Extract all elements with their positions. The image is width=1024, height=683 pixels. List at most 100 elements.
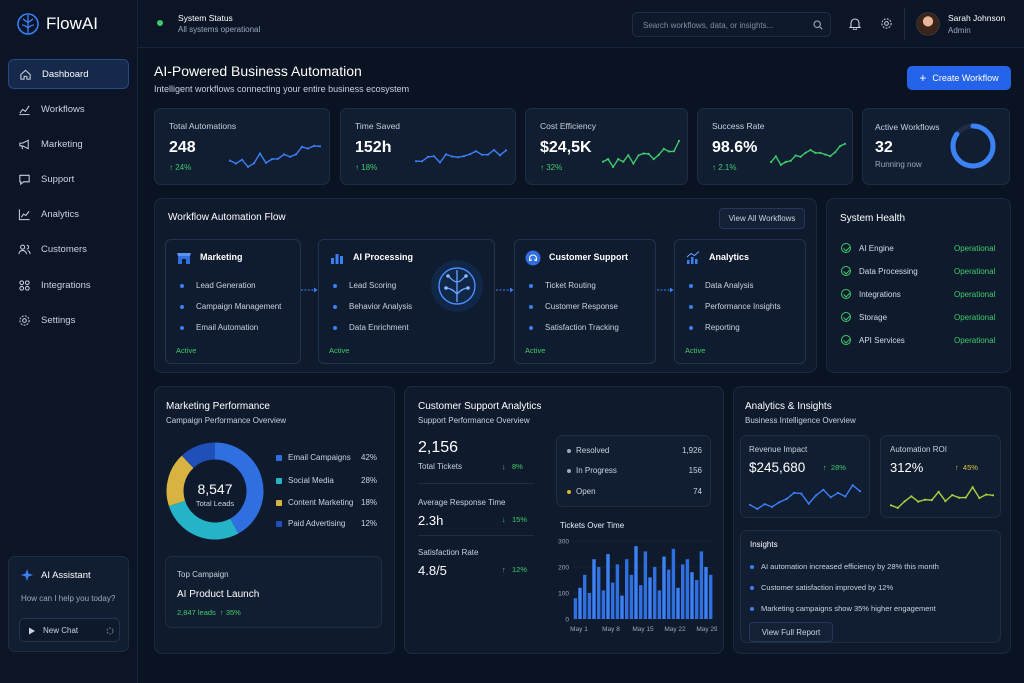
- sparkline-point: [824, 153, 827, 156]
- home-icon: [20, 69, 31, 80]
- flow-stage-analytics[interactable]: Analytics Data Analysis Performance Insi…: [674, 239, 806, 364]
- search-icon[interactable]: [813, 20, 823, 30]
- flow-stage-ai-processing[interactable]: AI Processing Lead Scoring Behavior Anal…: [318, 239, 495, 364]
- stage-item: Behavior Analysis: [333, 302, 412, 311]
- panel-subtitle: Business Intelligence Overview: [745, 416, 856, 425]
- system-health-panel: System Health AI Engine Operational Data …: [826, 198, 1011, 373]
- sparkline-point: [792, 491, 796, 494]
- x-tick-label: May 15: [632, 626, 654, 633]
- bar: [681, 564, 685, 619]
- bar: [583, 574, 587, 619]
- sparkline-point: [318, 145, 321, 148]
- bell-icon[interactable]: [849, 17, 861, 30]
- sparkline-point: [930, 499, 933, 502]
- sparkline-point: [492, 148, 496, 152]
- kpi-card-active-workflows: Active Workflows 32 Running now: [862, 108, 1010, 185]
- sparkline-series: [229, 145, 321, 168]
- view-all-workflows-button[interactable]: View All Workflows: [719, 208, 805, 229]
- sidebar-item-workflows[interactable]: Workflows: [8, 94, 129, 124]
- loading-icon: [106, 627, 114, 635]
- bar: [601, 590, 606, 619]
- sparkline-point: [246, 165, 250, 168]
- panel-subtitle: Support Performance Overview: [418, 416, 530, 425]
- sparkline-point: [282, 153, 286, 156]
- flow-arrow-icon: [496, 287, 514, 293]
- new-chat-button[interactable]: New Chat: [19, 618, 120, 642]
- bar: [662, 556, 666, 619]
- roi-sparkline: [890, 485, 994, 509]
- sidebar-item-support[interactable]: Support: [8, 164, 129, 194]
- donut-slice-content-marketing: [166, 455, 194, 506]
- stage-item: Email Automation: [180, 323, 258, 332]
- top-campaign-name: AI Product Launch: [177, 589, 260, 600]
- kpi-title: Cost Efficiency: [540, 121, 597, 131]
- status-row-in-progress: In Progress 156: [567, 466, 702, 475]
- ai-assistant-card: AI Assistant How can I help you today? N…: [8, 556, 129, 652]
- tickets-label: Total Tickets: [418, 462, 463, 471]
- user-name[interactable]: Sarah Johnson: [948, 13, 1006, 23]
- sparkle-icon: [21, 569, 33, 581]
- settings-gear-icon[interactable]: [880, 17, 893, 30]
- kpi-title: Active Workflows: [875, 122, 940, 132]
- sparkline-point: [839, 145, 842, 148]
- stage-item: Lead Generation: [180, 281, 256, 290]
- sidebar: FlowAI Dashboard Workflows Marketing Sup…: [0, 0, 138, 683]
- satisfaction-delta: ↑ 12%: [502, 565, 528, 574]
- divider: [418, 483, 534, 484]
- donut-hole: [184, 460, 246, 522]
- create-workflow-button[interactable]: + Create Workflow: [907, 66, 1011, 90]
- sparkline-point: [270, 158, 274, 161]
- sparkline-point: [240, 158, 244, 161]
- sparkline-point: [602, 160, 605, 163]
- kpi-title: Total Automations: [169, 121, 237, 131]
- stage-item: Customer Response: [529, 302, 618, 311]
- stage-status: Active: [176, 346, 197, 355]
- sparkline-point: [276, 157, 280, 160]
- leads-donut-chart: [166, 442, 264, 540]
- bar: [709, 574, 713, 619]
- kpi-card-total-automations: Total Automations 248 ↑ 24%: [154, 108, 330, 185]
- sidebar-item-dashboard[interactable]: Dashboard: [8, 59, 129, 89]
- sparkline-point: [819, 151, 822, 154]
- kpi-card-cost-efficiency: Cost Efficiency $24,5K ↑ 32%: [525, 108, 688, 185]
- kpi-sub: Running now: [875, 160, 922, 169]
- bar: [620, 595, 624, 619]
- brand-logo[interactable]: FlowAI: [16, 12, 98, 36]
- kpi-delta: ↑ 24%: [169, 163, 192, 172]
- flow-stage-marketing[interactable]: Marketing Lead Generation Campaign Manag…: [165, 239, 301, 364]
- chart-title: Tickets Over Time: [560, 521, 625, 530]
- sparkline-point: [964, 496, 967, 499]
- chart-icon: [19, 105, 30, 115]
- sparkline-point: [637, 154, 640, 157]
- sparkline-point: [804, 151, 807, 154]
- status-dot: [567, 448, 571, 453]
- roi-label: Automation ROI: [890, 445, 947, 454]
- donut-total: 8,547: [197, 481, 233, 497]
- sparkline-point: [763, 503, 766, 506]
- health-row-storage: Storage Operational: [841, 312, 1001, 322]
- status-row-resolved: Resolved 1,926: [567, 446, 702, 455]
- sparkline-point: [770, 161, 773, 164]
- legend-swatch: [276, 520, 282, 527]
- users-icon: [18, 244, 31, 254]
- sidebar-item-customers[interactable]: Customers: [8, 234, 129, 264]
- gear-icon: [19, 314, 30, 326]
- top-campaign-card[interactable]: Top Campaign AI Product Launch 2,847 lea…: [165, 556, 382, 628]
- stage-item: Campaign Management: [180, 302, 281, 311]
- sparkline-point: [844, 495, 847, 498]
- avatar[interactable]: [916, 12, 940, 36]
- search-input[interactable]: Search workflows, data, or insights...: [632, 12, 831, 37]
- sidebar-item-marketing[interactable]: Marketing: [8, 129, 129, 159]
- health-status: Operational: [954, 289, 996, 299]
- sidebar-item-analytics[interactable]: Analytics: [8, 199, 129, 229]
- tickets-value: 2,156: [418, 439, 459, 456]
- sparkline: [770, 142, 846, 166]
- check-circle-icon: [841, 335, 851, 345]
- sidebar-item-settings[interactable]: Settings: [8, 305, 129, 335]
- bar: [606, 554, 610, 619]
- sidebar-item-integrations[interactable]: Integrations: [8, 270, 129, 300]
- sparkline-point: [456, 156, 460, 159]
- view-full-report-button[interactable]: View Full Report: [749, 622, 833, 642]
- sidebar-item-label: Settings: [41, 314, 76, 326]
- flow-stage-customer-support[interactable]: Customer Support Ticket Routing Customer…: [514, 239, 656, 364]
